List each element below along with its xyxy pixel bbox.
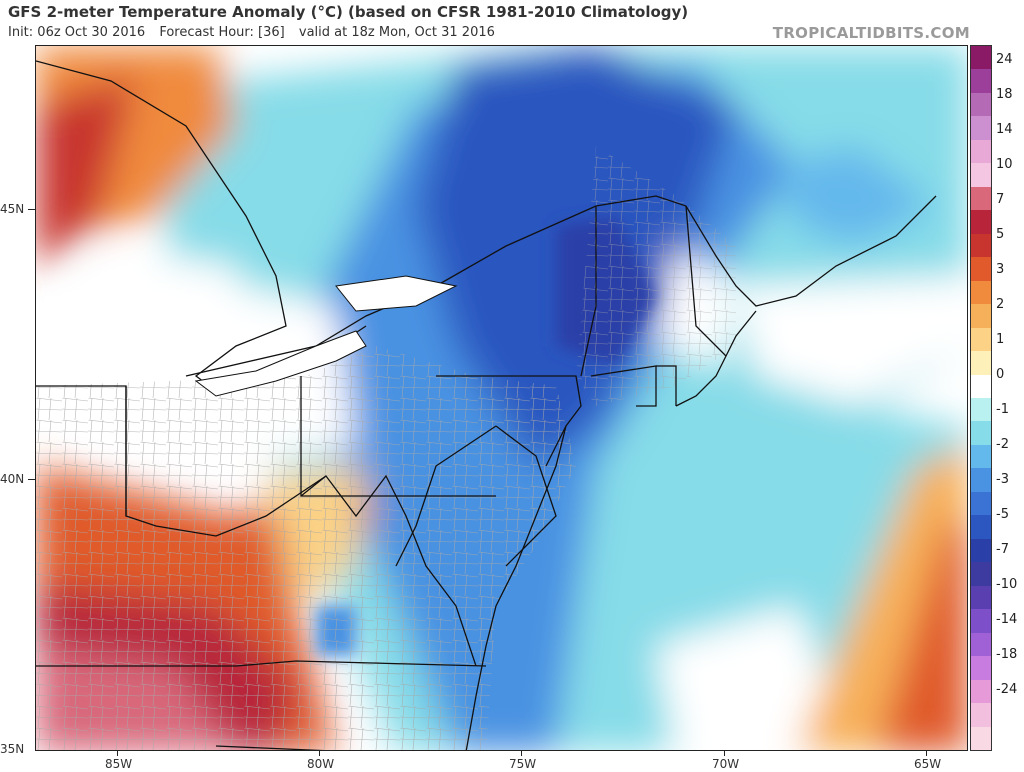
- color-scale-label: -24: [996, 682, 1018, 698]
- color-scale-segment: [971, 116, 991, 141]
- map-title: GFS 2-meter Temperature Anomaly (°C) (ba…: [8, 3, 689, 21]
- color-scale-label: 7: [996, 192, 1005, 208]
- color-scale-segment: [971, 374, 991, 399]
- color-scale-label: -10: [996, 577, 1018, 593]
- color-scale-segment: [971, 233, 991, 258]
- x-tick: [521, 751, 522, 756]
- color-scale-segment: [971, 210, 991, 235]
- y-tick-label: 45N: [0, 202, 25, 216]
- color-scale-label: -14: [996, 612, 1018, 628]
- color-scale-label: -3: [996, 472, 1009, 488]
- color-scale-segment: [971, 304, 991, 329]
- lake-ontario: [335, 275, 458, 312]
- color-scale-segment: [971, 46, 991, 70]
- y-tick-label: 35N: [0, 742, 25, 756]
- color-scale-label: -5: [996, 507, 1009, 523]
- color-scale-segment: [971, 398, 991, 422]
- color-scale-segment: [971, 280, 991, 305]
- color-scale-segment: [971, 421, 991, 446]
- color-scale-segment: [971, 632, 991, 657]
- color-scale-label: 10: [996, 157, 1013, 173]
- color-scale-segment: [971, 351, 991, 376]
- x-tick: [926, 751, 927, 756]
- color-scale-segment: [971, 562, 991, 587]
- color-scale-segment: [971, 515, 991, 540]
- color-scale-segment: [971, 491, 991, 516]
- color-scale-segment: [971, 139, 991, 164]
- color-scale-segment: [971, 163, 991, 188]
- color-scale-label: 0: [996, 367, 1005, 383]
- x-tick-label: 85W: [105, 757, 133, 771]
- color-scale-label: 24: [996, 52, 1013, 67]
- anomaly-map: [35, 45, 968, 751]
- color-scale-label: 5: [996, 227, 1005, 243]
- x-tick-label: 70W: [712, 757, 740, 771]
- color-scale-label: -1: [996, 402, 1009, 418]
- map-canvas: [36, 46, 967, 750]
- color-scale-segment: [971, 679, 991, 704]
- color-scale-segment: [971, 609, 991, 634]
- x-tick: [319, 751, 320, 756]
- color-scale-label: 2: [996, 297, 1005, 313]
- color-scale-label: 3: [996, 262, 1005, 278]
- map-subtitle: Init: 06z Oct 30 2016 Forecast Hour: [36…: [8, 25, 505, 40]
- color-scale-label: 18: [996, 87, 1013, 103]
- color-scale-label: 1: [996, 332, 1005, 348]
- lake-erie: [194, 330, 367, 397]
- brand-watermark: TROPICALTIDBITS.COM: [772, 24, 970, 42]
- political-borders: [36, 60, 937, 750]
- color-scale-segment: [971, 186, 991, 211]
- color-scale-segment: [971, 538, 991, 563]
- x-tick: [724, 751, 725, 756]
- county-lines: [36, 346, 576, 750]
- color-scale-segment: [971, 92, 991, 117]
- x-tick: [117, 751, 118, 756]
- color-scale-label: -7: [996, 542, 1009, 558]
- color-scale-label: 14: [996, 122, 1013, 138]
- x-tick-label: 80W: [307, 757, 335, 771]
- color-scale-segment: [971, 257, 991, 282]
- forecast-hour: Forecast Hour: [36]: [159, 25, 285, 40]
- color-scale-label: -2: [996, 437, 1009, 453]
- x-tick-label: 75W: [509, 757, 537, 771]
- color-scale-segment: [971, 444, 991, 469]
- y-tick: [28, 479, 35, 480]
- color-scale-segment: [971, 656, 991, 681]
- color-scale-segment: [971, 726, 991, 751]
- color-scale-segment: [971, 468, 991, 493]
- init-time: Init: 06z Oct 30 2016: [8, 25, 146, 40]
- valid-time: valid at 18z Mon, Oct 31 2016: [298, 25, 495, 40]
- y-tick: [28, 209, 35, 210]
- y-tick-label: 40N: [0, 472, 25, 486]
- color-scale-segment: [971, 69, 991, 94]
- color-scale-segment: [971, 585, 991, 610]
- color-scale-segment: [971, 703, 991, 728]
- color-scale-segment: [971, 327, 991, 352]
- x-tick-label: 65W: [914, 757, 942, 771]
- color-scale-label: -18: [996, 647, 1018, 663]
- color-scale-bar: [970, 45, 992, 751]
